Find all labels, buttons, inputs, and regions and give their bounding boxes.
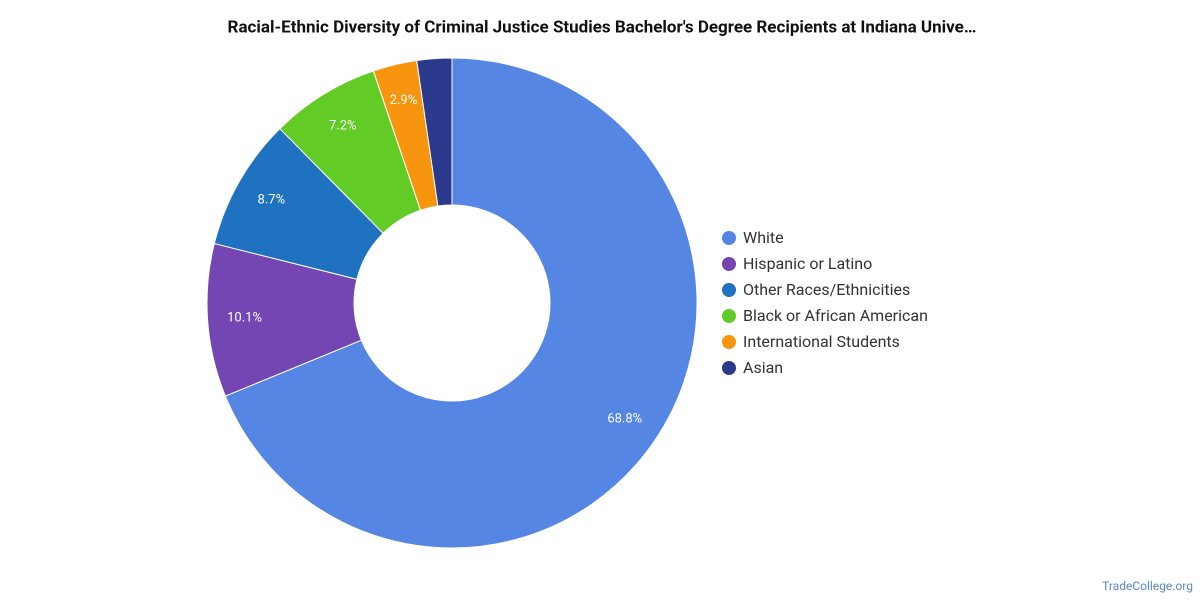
data-label: 8.7% bbox=[258, 192, 286, 207]
data-label: 7.2% bbox=[329, 118, 357, 133]
legend-marker bbox=[722, 361, 736, 375]
donut-slice bbox=[416, 57, 453, 207]
legend-marker bbox=[722, 283, 736, 297]
legend-label: Black or African American bbox=[743, 306, 928, 325]
legend-marker bbox=[722, 231, 736, 245]
legend-label: Asian bbox=[743, 358, 783, 377]
legend-marker bbox=[722, 335, 736, 349]
legend-label: International Students bbox=[743, 332, 900, 351]
legend-marker bbox=[722, 309, 736, 323]
data-label: 68.8% bbox=[607, 411, 642, 426]
donut-slice bbox=[224, 57, 698, 549]
legend-label: White bbox=[743, 228, 784, 247]
data-label: 2.9% bbox=[390, 93, 418, 108]
chart-title: Racial-Ethnic Diversity of Criminal Just… bbox=[228, 17, 977, 37]
source[interactable]: TradeCollege.org bbox=[1102, 579, 1193, 593]
data-label: 10.1% bbox=[227, 310, 262, 325]
legend-label: Other Races/Ethnicities bbox=[743, 280, 910, 299]
legend-marker bbox=[722, 257, 736, 271]
legend-label: Hispanic or Latino bbox=[743, 254, 872, 273]
